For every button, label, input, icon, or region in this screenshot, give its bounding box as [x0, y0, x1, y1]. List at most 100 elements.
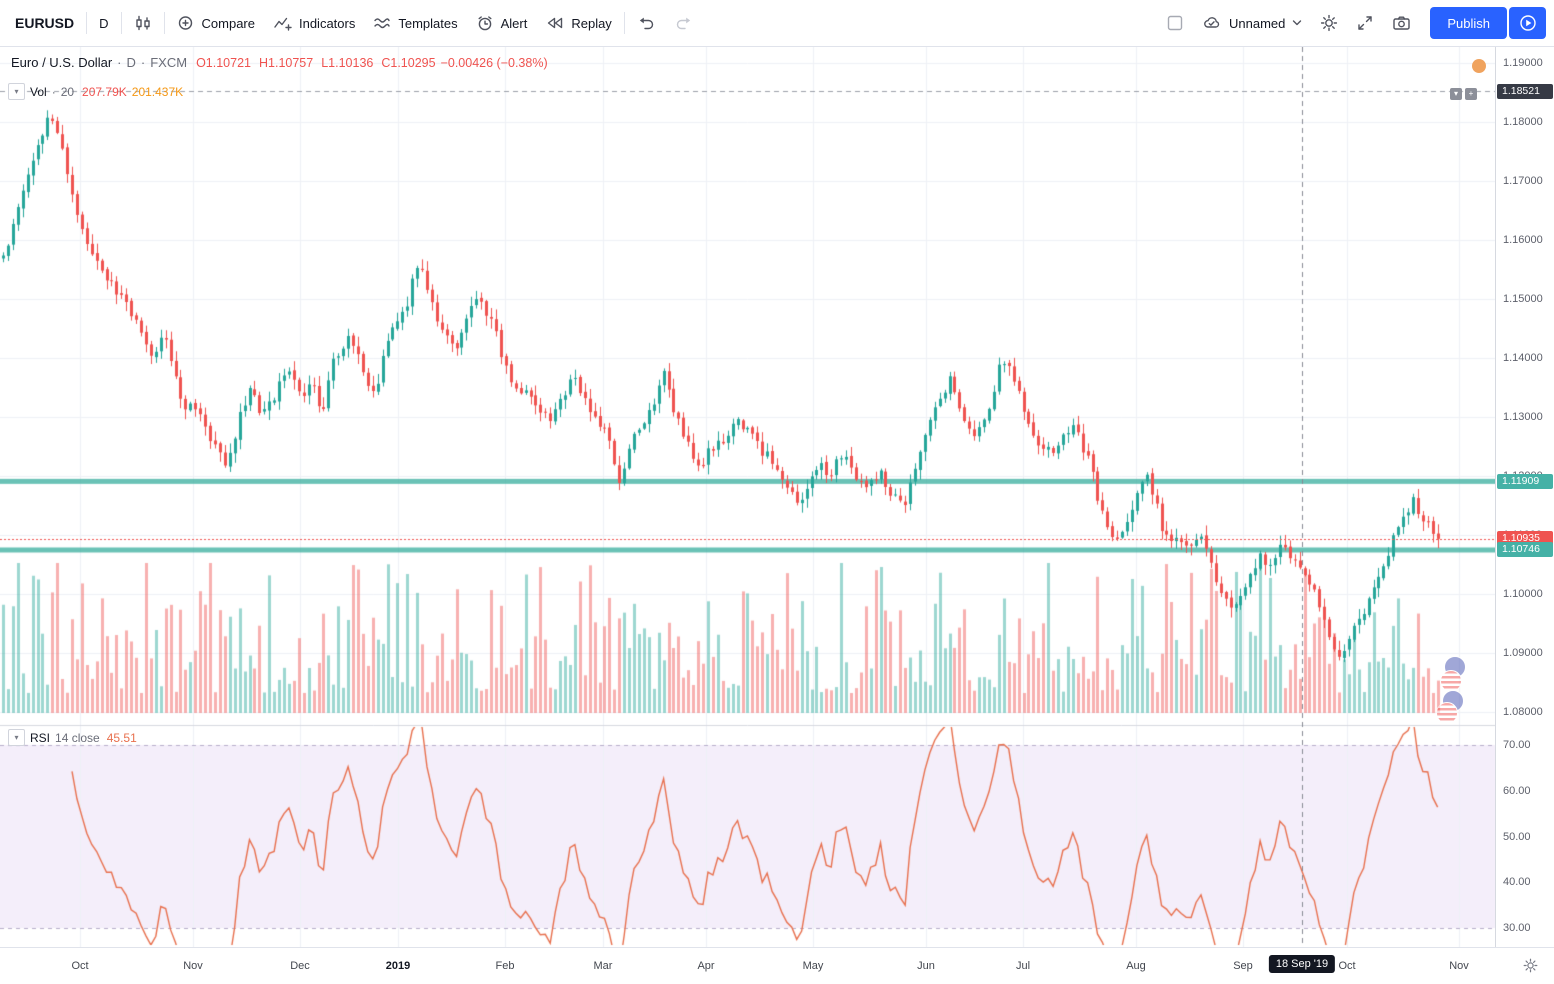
layout-square-icon: [1167, 15, 1183, 31]
time-label: Mar: [593, 960, 613, 972]
symbol-button[interactable]: EURUSD: [15, 15, 75, 31]
publish-play-button[interactable]: [1509, 7, 1546, 39]
collapse-rsi-icon[interactable]: ▾: [8, 729, 25, 746]
toolbar-divider: [163, 12, 165, 34]
gear-icon: [1321, 14, 1338, 32]
time-label: Apr: [697, 960, 715, 972]
toolbar-divider: [120, 12, 122, 34]
toolbar-divider: [86, 12, 88, 34]
alert-button[interactable]: Alert: [467, 6, 537, 40]
rsi-tick: 30.00: [1503, 922, 1531, 934]
ohlc-value: H1.10757: [259, 55, 314, 70]
rsi-tick: 50.00: [1503, 830, 1531, 843]
cloud-save-button[interactable]: Unnamed: [1193, 6, 1311, 40]
status-dot: [1472, 59, 1486, 73]
chart-canvas[interactable]: [0, 47, 1495, 947]
time-label: Jul: [1015, 960, 1031, 972]
alert-icon: [478, 16, 492, 31]
price-badge: 1.10746: [1497, 542, 1553, 558]
rsi-tick: 40.00: [1503, 876, 1531, 889]
undo-icon: [639, 17, 653, 30]
volume-ma-value: 201.437K: [131, 84, 184, 99]
legend-sep: ·: [51, 84, 56, 99]
redo-icon: [676, 17, 691, 30]
indicators-icon: [274, 17, 292, 31]
ohlc-value: L1.10136: [321, 55, 374, 70]
alert-label: Alert: [500, 15, 528, 31]
price-tick: 1.15000: [1503, 293, 1543, 305]
rsi-name: RSI: [30, 730, 51, 745]
time-label: Nov: [183, 960, 203, 972]
fullscreen-button[interactable]: [1347, 6, 1383, 40]
volume-legend[interactable]: ▾ Vol · 20 207.79K 201.437K: [8, 83, 183, 100]
alert-line-actions: ▾ +: [1450, 88, 1477, 100]
price-badge: 1.18521: [1497, 83, 1553, 99]
rsi-param: 14 close: [55, 730, 100, 745]
series-title: Euro / U.S. Dollar: [11, 55, 113, 70]
time-label: Oct: [1338, 960, 1356, 972]
legend-sep: ·: [117, 55, 122, 70]
bottom-settings-button[interactable]: [1523, 958, 1538, 976]
price-tick: 1.16000: [1503, 234, 1543, 246]
rsi-tick: 60.00: [1503, 784, 1531, 797]
us-flag-icon: [1436, 702, 1458, 724]
ohlc-value: O1.10721: [196, 55, 251, 70]
price-tick: 1.09000: [1503, 647, 1543, 659]
screenshot-button[interactable]: [1383, 6, 1420, 40]
time-label: Feb: [495, 960, 515, 972]
chevron-down-icon: [1293, 20, 1302, 26]
series-legend[interactable]: Euro / U.S. Dollar · D · FXCM O1.10721 H1…: [11, 55, 548, 70]
collapse-volume-icon[interactable]: ▾: [8, 83, 25, 100]
replay-icon: [548, 17, 563, 29]
crosshair-date-badge: 18 Sep '19: [1268, 955, 1336, 973]
price-scale[interactable]: 1.19000 1.18000 1.17000 1.16000 1.15000 1.140…: [1495, 47, 1554, 947]
play-circle-icon: [1519, 15, 1536, 31]
time-label: Jun: [917, 960, 935, 972]
templates-label: Templates: [398, 15, 458, 31]
time-label: Dec: [290, 960, 310, 972]
publish-button[interactable]: Publish: [1430, 7, 1507, 39]
replay-button[interactable]: Replay: [536, 6, 620, 40]
price-tick: 1.08000: [1503, 706, 1543, 718]
compare-label: Compare: [201, 15, 255, 31]
select-layout-button[interactable]: [1157, 6, 1193, 40]
compare-button[interactable]: Compare: [168, 6, 264, 40]
price-tick: 1.10000: [1503, 588, 1543, 600]
undo-button[interactable]: [628, 6, 665, 40]
price-tick: 1.14000: [1503, 352, 1543, 364]
alert-line-add-icon[interactable]: +: [1465, 88, 1477, 100]
change-value: −0.00426 (−0.38%): [440, 55, 548, 70]
price-tick: 1.19000: [1503, 57, 1543, 69]
interval-button[interactable]: D: [99, 15, 109, 31]
templates-icon: [374, 18, 391, 29]
legend-sep: ·: [140, 55, 146, 70]
settings-button[interactable]: [1311, 6, 1347, 40]
redo-button[interactable]: [665, 6, 702, 40]
volume-name: Vol: [30, 84, 47, 99]
candles-icon: [135, 15, 150, 31]
replay-label: Replay: [571, 15, 612, 31]
price-tick: 1.13000: [1503, 411, 1543, 423]
volume-value: 207.79K: [82, 84, 127, 99]
alert-line-option-icon[interactable]: ▾: [1450, 88, 1462, 100]
indicators-button[interactable]: Indicators: [264, 6, 364, 40]
indicators-label: Indicators: [298, 15, 356, 31]
fullscreen-icon: [1358, 16, 1373, 30]
ohlc-value: C1.10295: [381, 55, 436, 70]
time-label: 2019: [385, 960, 411, 972]
chart-style-button[interactable]: [125, 6, 161, 40]
price-badge: 1.11909: [1497, 473, 1553, 489]
rsi-legend[interactable]: ▾ RSI 14 close 45.51: [8, 729, 137, 746]
top-toolbar: EURUSD D Compare Indicators Templates Al…: [0, 0, 1554, 47]
time-label: May: [802, 960, 824, 972]
templates-button[interactable]: Templates: [364, 6, 466, 40]
time-scale[interactable]: 18 Sep '19 Oct Nov Dec 2019 Feb Mar Apr May Jun J…: [0, 947, 1554, 984]
compare-icon: [178, 16, 192, 30]
price-tick: 1.17000: [1503, 175, 1543, 187]
layout-name-label: Unnamed: [1228, 15, 1286, 31]
rsi-tick: 70.00: [1503, 739, 1531, 751]
series-exchange: FXCM: [150, 55, 188, 70]
time-label: Nov: [1449, 960, 1469, 972]
time-label: Aug: [1126, 960, 1146, 972]
